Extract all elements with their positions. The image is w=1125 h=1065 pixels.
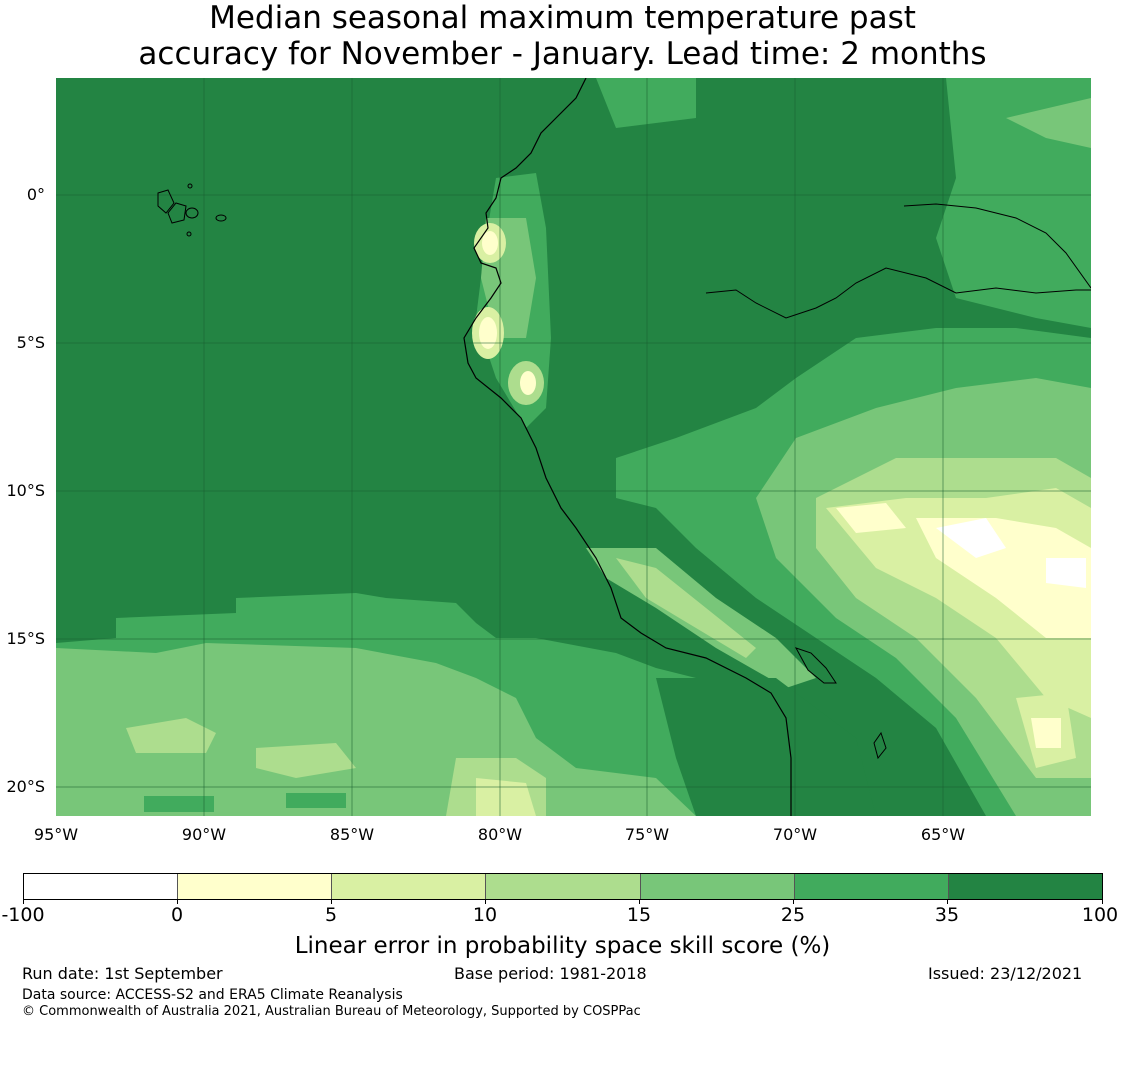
base-period: Base period: 1981-2018 [454, 964, 647, 983]
hotspot-2b [479, 317, 497, 349]
colorbar-segment-1 [178, 874, 333, 899]
lon-label-85w: 85°W [329, 825, 375, 844]
lon-label-75w: 75°W [624, 825, 670, 844]
cb-tick-mark [793, 900, 794, 904]
colorbar-segment-6 [948, 874, 1102, 899]
interior-region-8 [1046, 558, 1086, 588]
cb-tick-mark [177, 900, 178, 904]
interior-region-5 [836, 503, 906, 533]
south-coast-region [656, 678, 876, 816]
lat-label-15s: 15°S [6, 629, 45, 648]
river-line-1 [705, 267, 1091, 319]
lon-label-80w: 80°W [477, 825, 523, 844]
north-region-1 [596, 78, 696, 128]
river-line-2 [903, 203, 1091, 289]
northeast-region-1 [936, 78, 1091, 328]
lon-label-90w: 90°W [181, 825, 227, 844]
issued-date: Issued: 23/12/2021 [928, 964, 1083, 983]
colorbar-segment-5 [794, 874, 949, 899]
interior-region-10 [1031, 718, 1061, 748]
cb-tick-label: 15 [626, 904, 652, 926]
cb-tick-mark [639, 900, 640, 904]
colorbar-segment-4 [640, 874, 795, 899]
cb-tick-mark [947, 900, 948, 904]
cb-tick-label: 0 [170, 904, 184, 926]
ocean-patch-5 [144, 796, 214, 812]
lon-label-65w: 65°W [920, 825, 966, 844]
cb-tick-mark [331, 900, 332, 904]
lat-label-20s: 20°S [6, 777, 45, 796]
map-canvas [56, 78, 1091, 816]
coastline [463, 78, 792, 816]
cb-tick-label: 5 [324, 904, 338, 926]
title-line-1: Median seasonal maximum temperature past [209, 0, 916, 36]
lat-label-5s: 5°S [16, 333, 45, 352]
galapagos-islands [157, 183, 227, 237]
lake-outline-2 [873, 731, 887, 760]
colorbar [23, 873, 1103, 900]
lat-label-0: 0° [26, 185, 45, 204]
cb-tick-label: 10 [472, 904, 498, 926]
data-source: Data source: ACCESS-S2 and ERA5 Climate … [22, 987, 403, 1003]
cb-tick-mark [23, 900, 24, 904]
cb-tick-label: 100 [1081, 904, 1119, 926]
ocean-patch-6 [286, 793, 346, 808]
andes-region-2 [616, 558, 756, 658]
colorbar-segment-0 [24, 874, 179, 899]
colorbar-label: Linear error in probability space skill … [294, 933, 831, 959]
ocean-patch-2 [256, 743, 356, 778]
lon-label-95w: 95°W [33, 825, 79, 844]
cb-tick-label: -100 [1, 904, 45, 926]
colorbar-segment-3 [486, 874, 641, 899]
cb-tick-mark [485, 900, 486, 904]
lat-label-10s: 10°S [6, 481, 45, 500]
run-date: Run date: 1st September [22, 964, 223, 983]
cb-tick-mark [1102, 900, 1103, 904]
colorbar-segment-2 [332, 874, 487, 899]
interior-region-6 [916, 518, 1091, 638]
cb-tick-label: 25 [780, 904, 806, 926]
copyright: © Commonwealth of Australia 2021, Austra… [22, 1004, 641, 1019]
lon-label-70w: 70°W [772, 825, 818, 844]
skill-score-map [56, 78, 1091, 816]
northeast-region-2 [1006, 98, 1091, 148]
lake-outline [794, 647, 837, 684]
ocean-patch-1 [126, 718, 216, 753]
cb-tick-label: 35 [934, 904, 960, 926]
hotspot-1b [482, 231, 498, 255]
map-title: Median seasonal maximum temperature past… [0, 0, 1125, 72]
interior-region-7 [936, 518, 1006, 558]
title-line-2: accuracy for November - January. Lead ti… [138, 36, 987, 72]
graticule [56, 78, 1091, 816]
hotspot-3b [520, 371, 536, 395]
